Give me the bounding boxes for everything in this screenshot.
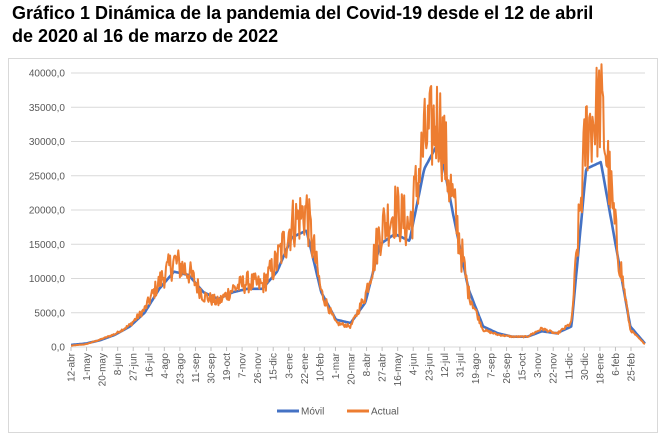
x-tick-label: 18-ene xyxy=(595,353,606,385)
x-tick-label: 8-abr xyxy=(362,352,373,376)
series-line-actual xyxy=(70,63,646,347)
x-tick-label: 16-jul xyxy=(144,353,155,377)
x-tick-label: 7-nov xyxy=(238,353,249,378)
x-tick-label: 7-sep xyxy=(487,353,498,378)
y-tick-label: 25000,0 xyxy=(29,171,66,182)
y-tick-label: 0,0 xyxy=(51,343,65,354)
x-tick-label: 22-ene xyxy=(300,353,311,385)
x-tick-label: 10-feb xyxy=(315,353,326,382)
x-tick-label: 3-nov xyxy=(533,353,544,378)
y-tick-label: 10000,0 xyxy=(29,274,66,285)
x-tick-label: 3-ene xyxy=(284,353,295,379)
y-tick-label: 30000,0 xyxy=(29,137,66,148)
x-tick-label: 30-dic xyxy=(580,353,591,380)
x-tick-label: 11-dic xyxy=(564,353,575,380)
x-tick-label: 16-may xyxy=(393,353,404,386)
x-tick-label: 26-sep xyxy=(502,353,513,384)
x-tick-label: 20-may xyxy=(98,353,109,386)
x-tick-label: 1-mar xyxy=(331,352,342,379)
x-tick-label: 19-ago xyxy=(471,353,482,385)
x-tick-label: 15-oct xyxy=(518,353,529,381)
legend-label: Móvil xyxy=(301,407,324,418)
chart-title-line-2: de 2020 al 16 de marzo de 2022 xyxy=(12,26,279,46)
x-tick-label: 4-ago xyxy=(160,353,171,379)
x-tick-label: 23-ago xyxy=(175,353,186,385)
legend-label: Actual xyxy=(371,407,399,418)
x-tick-label: 27-jun xyxy=(129,353,140,381)
chart-title-line-1: Gráfico 1 Dinámica de la pandemia del Co… xyxy=(12,3,594,23)
legend: Móvil Actual xyxy=(277,407,399,418)
y-tick-label: 40000,0 xyxy=(29,69,66,80)
x-tick-label: 31-jul xyxy=(455,353,466,377)
x-tick-label: 8-jun xyxy=(113,353,124,375)
x-tick-label: 12-abr xyxy=(67,352,78,382)
x-tick-label: 4-jun xyxy=(409,353,420,375)
series-lines xyxy=(70,63,646,347)
y-tick-label: 5000,0 xyxy=(34,308,65,319)
x-tick-label: 22-nov xyxy=(549,353,560,384)
y-axis: 0,0 5000,0 10000,0 15000,0 20000,0 25000,0 300… xyxy=(29,69,66,354)
x-tick-label: 15-dic xyxy=(269,353,280,380)
y-tick-label: 20000,0 xyxy=(29,206,66,217)
y-tick-label: 35000,0 xyxy=(29,103,66,114)
line-chart: 0,0 5000,0 10000,0 15000,0 20000,0 25000,0 300… xyxy=(29,63,646,418)
gridlines xyxy=(71,72,645,348)
x-tick-label: 25-feb xyxy=(627,353,638,382)
x-tick-label: 20-mar xyxy=(347,352,358,384)
x-tick-label: 27-abr xyxy=(378,352,389,382)
chart-area: 0,0 5000,0 10000,0 15000,0 20000,0 25000,0 300… xyxy=(8,58,658,433)
x-tick-label: 26-nov xyxy=(253,353,264,384)
x-tick-label: 23-jun xyxy=(424,353,435,381)
x-tick-label: 11-sep xyxy=(191,353,202,383)
x-tick-label: 1-may xyxy=(82,353,93,381)
x-axis: 12-abr 1-may 20-may 8-jun 27-jun 16-jul 4-ago 2… xyxy=(67,347,638,386)
x-tick-label: 12-jul xyxy=(440,353,451,377)
x-tick-label: 30-sep xyxy=(207,353,218,384)
x-tick-label: 6-feb xyxy=(611,353,622,376)
y-tick-label: 15000,0 xyxy=(29,240,66,251)
chart-title: Gráfico 1 Dinámica de la pandemia del Co… xyxy=(12,2,657,48)
x-tick-label: 19-oct xyxy=(222,353,233,381)
